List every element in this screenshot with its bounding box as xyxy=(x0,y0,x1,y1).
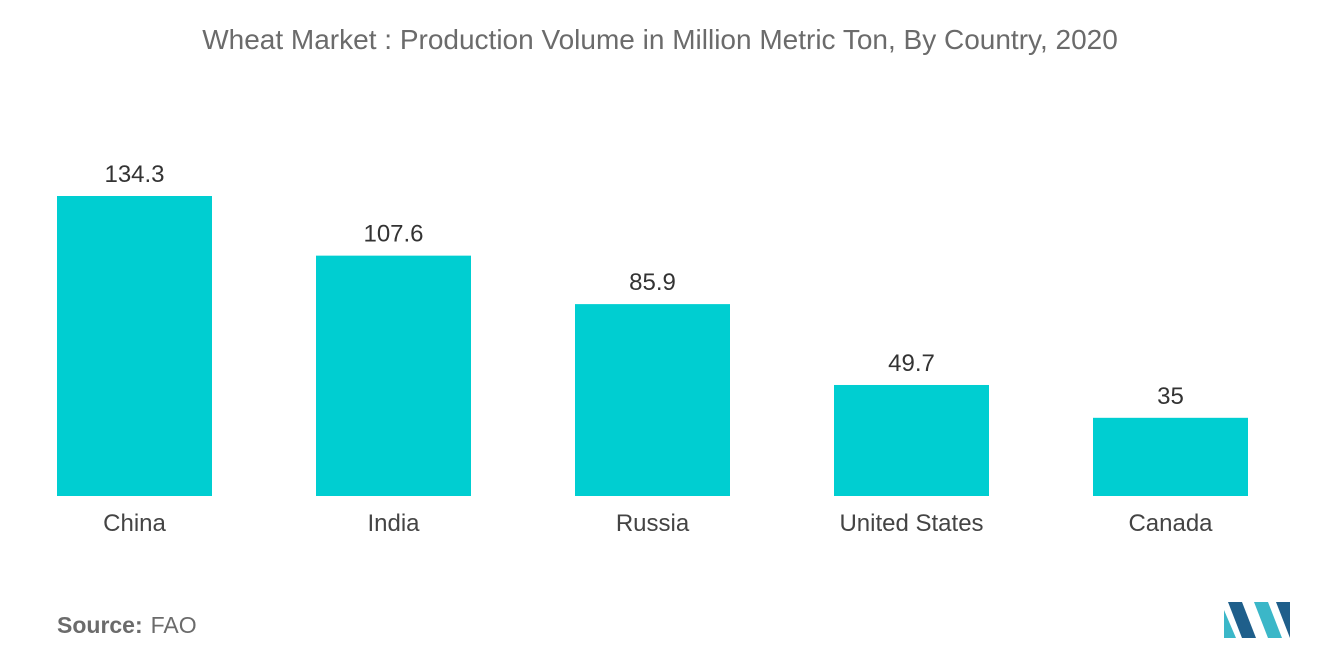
x-tick-label: India xyxy=(367,510,420,537)
data-label: 35 xyxy=(1157,383,1184,410)
source-value: FAO xyxy=(150,612,197,638)
chart-title: Wheat Market : Production Volume in Mill… xyxy=(202,24,1118,55)
data-label: 85.9 xyxy=(629,269,676,296)
data-label: 107.6 xyxy=(363,221,423,248)
x-tick-label: China xyxy=(103,510,166,537)
brand-logo-icon xyxy=(1224,602,1290,638)
logo-shape-mid-right xyxy=(1254,602,1282,638)
x-tick-label: Canada xyxy=(1128,510,1213,537)
x-tick-label: United States xyxy=(839,510,983,537)
logo-shape-left xyxy=(1224,610,1236,638)
bar-united-states xyxy=(834,384,989,496)
source-note: Source: FAO xyxy=(57,612,197,639)
source-label: Source: xyxy=(57,612,143,638)
bar-canada xyxy=(1093,417,1248,496)
data-label: 134.3 xyxy=(104,161,164,188)
bar-russia xyxy=(575,304,730,496)
bar-china xyxy=(57,196,212,496)
data-label: 49.7 xyxy=(888,350,935,377)
logo-shape-right xyxy=(1276,602,1290,638)
bar-india xyxy=(316,255,471,496)
logo-shape-mid-left xyxy=(1228,602,1256,638)
x-tick-label: Russia xyxy=(616,510,690,537)
